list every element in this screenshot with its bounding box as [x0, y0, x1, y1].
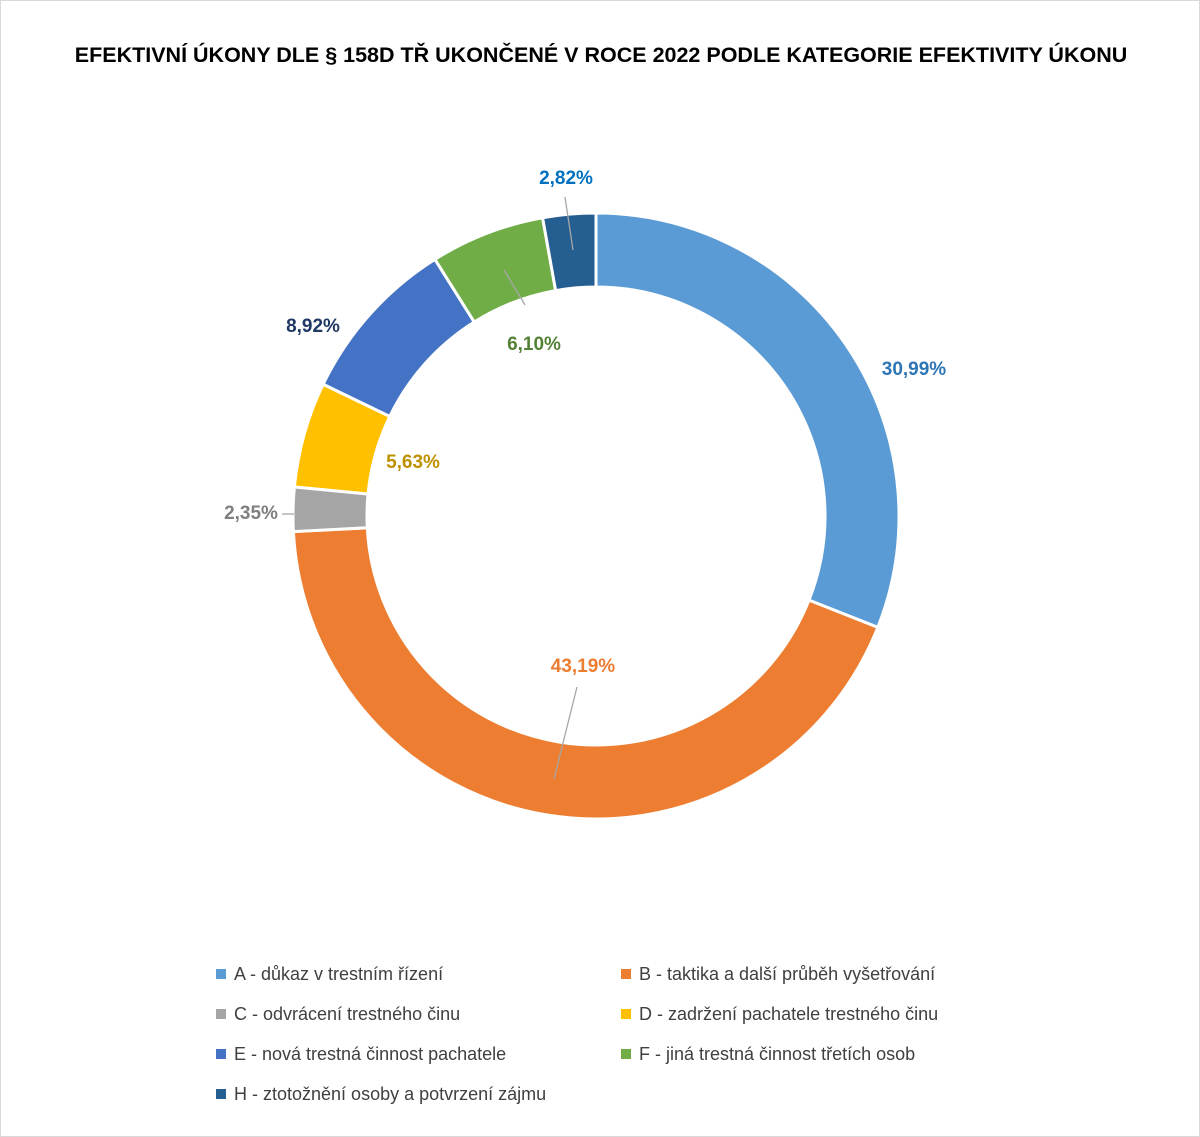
legend-item-d: D - zadržení pachatele trestného činu: [621, 999, 938, 1029]
leader-line-f: [503, 269, 526, 306]
slice-b: [291, 526, 880, 821]
legend-item-e: E - nová trestná činnost pachatele: [216, 1039, 506, 1069]
slice-a: [594, 211, 901, 630]
slice-h: [540, 211, 598, 293]
chart-title: EFEKTIVNÍ ÚKONY DLE § 158D TŘ UKONČENÉ V…: [74, 43, 1128, 67]
legend-swatch: [216, 1009, 226, 1019]
leader-line-h: [564, 196, 574, 251]
legend-swatch: [216, 969, 226, 979]
legend-label: F - jiná trestná činnost třetích osob: [639, 1044, 916, 1064]
data-label-d: 5,63%: [386, 452, 440, 473]
legend-swatch: [621, 1049, 631, 1059]
legend-swatch: [216, 1049, 226, 1059]
legend-label: D - zadržení pachatele trestného činu: [639, 1004, 939, 1024]
legend-item-c: C - odvrácení trestného činu: [216, 999, 460, 1029]
legend-item-a: A - důkaz v trestním řízení: [216, 959, 443, 989]
legend-label: H - ztotožnění osoby a potvrzení zájmu: [234, 1084, 547, 1104]
data-label-b: 43,19%: [551, 656, 616, 677]
legend-item-f: F - jiná trestná činnost třetích osob: [621, 1039, 915, 1069]
data-label-f: 6,10%: [507, 334, 561, 355]
data-label-e: 8,92%: [286, 316, 340, 337]
data-label-a: 30,99%: [882, 359, 947, 380]
legend-label: B - taktika a další průběh vyšetřování: [639, 964, 936, 984]
legend-swatch: [621, 1009, 631, 1019]
data-label-h: 2,82%: [539, 168, 593, 189]
legend-swatch: [621, 969, 631, 979]
data-label-c: 2,35%: [224, 503, 278, 524]
legend-item-h: H - ztotožnění osoby a potvrzení zájmu: [216, 1079, 546, 1109]
legend-label: E - nová trestná činnost pachatele: [234, 1044, 507, 1064]
leader-line-b: [553, 686, 578, 780]
legend-item-b: B - taktika a další průběh vyšetřování: [621, 959, 935, 989]
legend-swatch: [216, 1089, 226, 1099]
legend-label: C - odvrácení trestného činu: [234, 1004, 461, 1024]
legend-label: A - důkaz v trestním řízení: [234, 964, 444, 984]
